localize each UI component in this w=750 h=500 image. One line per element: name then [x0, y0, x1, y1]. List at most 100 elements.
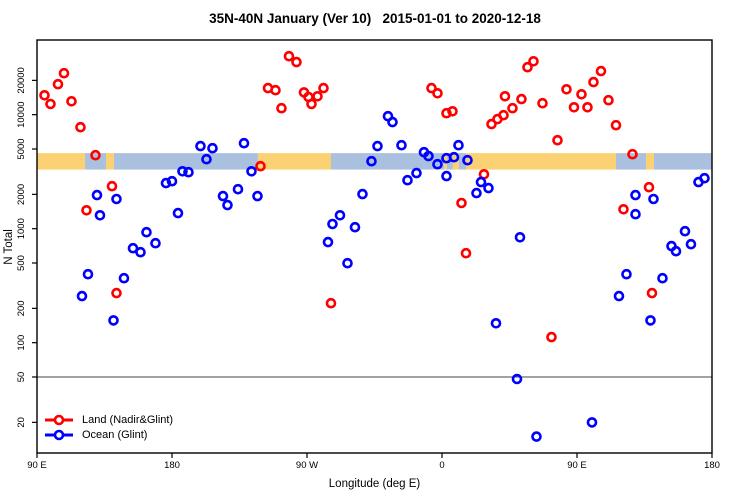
x-axis-label: Longitude (deg E): [328, 478, 421, 490]
data-point-ocean: [387, 116, 398, 128]
data-point-land: [546, 331, 557, 343]
data-point-land: [312, 91, 323, 102]
data-point-ocean: [648, 193, 659, 205]
data-point-ocean: [657, 272, 668, 284]
data-point-land: [646, 287, 658, 299]
data-point-ocean: [699, 172, 710, 184]
data-point-land: [603, 94, 614, 106]
data-point-ocean: [645, 315, 656, 326]
data-point-ocean: [511, 373, 523, 385]
surface-band-ocean-segment: [653, 153, 712, 170]
data-point-land: [528, 55, 539, 67]
data-point-ocean: [531, 431, 542, 442]
y-tick-label: 20000: [16, 67, 27, 93]
data-point-ocean: [246, 166, 257, 177]
data-point-ocean: [141, 226, 152, 238]
data-point-land: [507, 102, 518, 114]
legend-item-ocean: Ocean (Glint): [44, 427, 173, 442]
data-point-ocean: [490, 317, 502, 329]
data-point-land: [276, 102, 287, 114]
data-point-land: [106, 180, 118, 192]
surface-band-ocean-segment: [331, 153, 444, 170]
data-point-land: [499, 91, 511, 102]
data-point-ocean: [475, 176, 487, 188]
legend-item-land: Land (Nadir&Glint): [44, 412, 173, 427]
surface-band-land-segment: [466, 153, 616, 170]
data-point-ocean: [342, 257, 353, 269]
data-point-ocean: [357, 188, 368, 200]
legend-label-land: Land (Nadir&Glint): [82, 413, 174, 426]
data-point-land: [255, 160, 266, 172]
data-point-ocean: [586, 417, 598, 428]
x-tick-label: 0: [439, 460, 444, 471]
x-tick-label: 90 E: [27, 460, 47, 471]
data-point-ocean: [613, 290, 625, 302]
y-tick-label: 10000: [16, 101, 27, 127]
data-point-land: [306, 98, 317, 110]
surface-band-land-segment: [106, 153, 114, 170]
data-point-land: [582, 102, 593, 113]
surface-band-land-segment: [257, 153, 331, 170]
data-point-land: [498, 109, 509, 121]
data-point-land: [39, 90, 50, 101]
data-point-ocean: [402, 174, 413, 186]
y-tick-label: 5000: [16, 138, 27, 159]
data-point-ocean: [432, 158, 443, 170]
data-point-ocean: [166, 175, 178, 187]
data-point-land: [643, 181, 655, 193]
data-point-ocean: [448, 151, 460, 163]
data-point-ocean: [127, 242, 139, 254]
legend-label-ocean: Ocean (Glint): [82, 428, 148, 441]
x-tick-label: 180: [164, 460, 180, 471]
data-point-ocean: [630, 189, 641, 201]
data-point-land: [456, 197, 467, 209]
data-point-ocean: [483, 182, 494, 194]
data-point-ocean: [670, 245, 682, 257]
data-point-ocean: [207, 142, 218, 154]
data-point-land: [618, 204, 629, 215]
data-point-ocean: [441, 170, 452, 182]
data-point-ocean: [630, 208, 641, 220]
data-point-ocean: [108, 315, 119, 326]
data-point-land: [447, 106, 458, 117]
data-point-ocean: [177, 166, 188, 177]
data-point-ocean: [621, 268, 632, 280]
data-point-ocean: [366, 155, 377, 167]
y-tick-label: 100: [16, 335, 27, 351]
data-point-land: [45, 98, 56, 110]
data-point-land: [552, 134, 563, 146]
y-tick-label: 2000: [16, 184, 27, 205]
data-point-ocean: [135, 246, 146, 258]
data-point-ocean: [150, 237, 161, 249]
data-point-land: [270, 84, 281, 96]
data-point-ocean: [514, 232, 526, 243]
data-point-ocean: [183, 166, 194, 178]
data-point-ocean: [471, 187, 482, 199]
data-point-ocean: [217, 190, 229, 202]
data-point-land: [318, 82, 329, 94]
data-point-ocean: [91, 189, 103, 201]
data-point-land: [81, 205, 92, 216]
data-point-ocean: [453, 139, 464, 151]
surface-band-land-segment: [37, 153, 85, 170]
data-point-land: [90, 149, 101, 161]
data-point-land: [588, 76, 599, 88]
data-point-ocean: [462, 154, 473, 166]
data-point-ocean: [94, 210, 106, 221]
y-tick-label: 50: [16, 372, 27, 383]
data-point-land: [426, 82, 437, 94]
data-point-ocean: [349, 221, 361, 233]
data-point-land: [516, 93, 527, 105]
data-point-land: [595, 65, 607, 77]
x-tick-label: 90 E: [567, 460, 587, 471]
surface-band-ocean-segment: [85, 153, 106, 170]
data-point-ocean: [423, 150, 434, 162]
x-tick-label: 180: [704, 460, 720, 471]
data-point-land: [283, 50, 295, 62]
chart-title: 35N-40N January (Ver 10) 2015-01-01 to 2…: [209, 11, 541, 26]
data-point-ocean: [111, 193, 122, 205]
data-point-ocean: [334, 210, 346, 221]
data-point-land: [58, 67, 70, 79]
